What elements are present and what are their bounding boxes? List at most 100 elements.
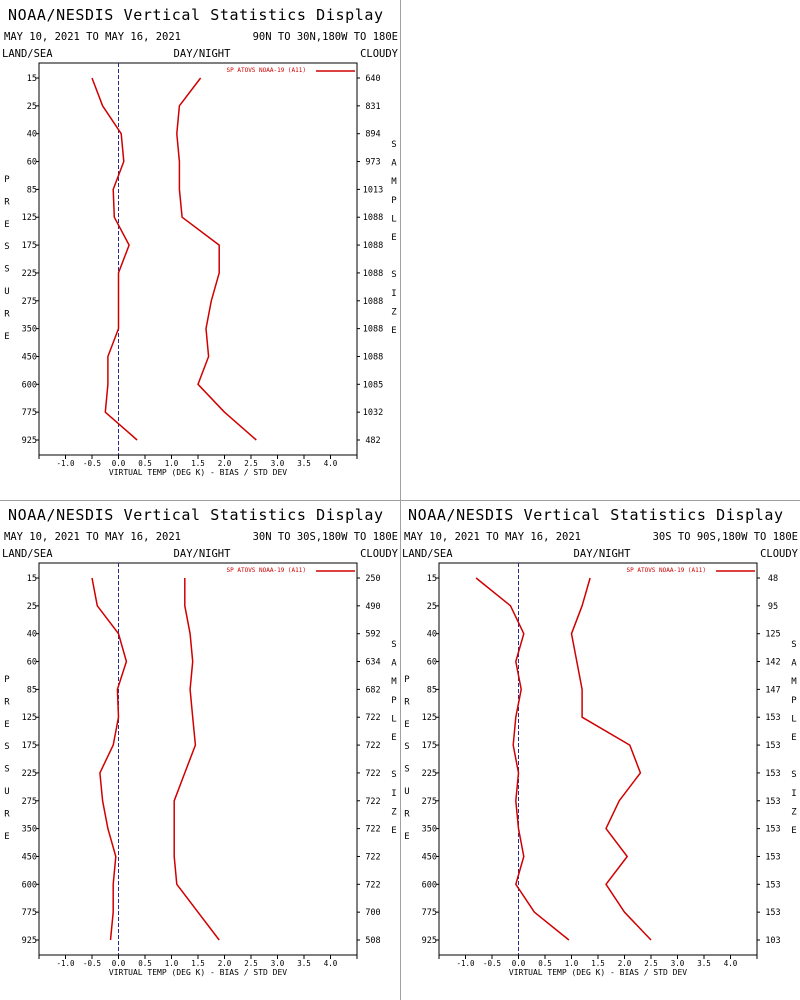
pressure-level-label: 350 (422, 825, 437, 835)
x-tick-label: 1.0 (165, 959, 179, 968)
pressure-level-label: 25 (27, 602, 37, 612)
pressure-axis-letter: R (4, 197, 10, 207)
chart-svg: NOAA/NESDIS Vertical Statistics Display M… (402, 506, 799, 977)
sample-axis-letter: E (391, 826, 396, 836)
pressure-level-label: 85 (427, 685, 437, 695)
sample-size-label: 1088 (363, 269, 383, 279)
chart-svg: NOAA/NESDIS Vertical Statistics Display M… (2, 506, 399, 977)
series-line-bias (475, 577, 570, 941)
sample-size-label: 1013 (363, 185, 383, 195)
sample-axis-letter: E (391, 326, 396, 336)
x-tick-label: -0.5 (83, 459, 101, 468)
sample-axis-letter: Z (791, 807, 797, 817)
x-tick-label: 1.5 (191, 959, 205, 968)
x-tick-label: 0.0 (112, 459, 126, 468)
x-tick-label: -1.0 (456, 959, 475, 968)
plot-frame (38, 62, 358, 456)
pressure-axis-letter: R (404, 697, 410, 707)
sample-axis-letter: S (391, 770, 396, 780)
pressure-axis-letter: U (4, 287, 9, 297)
sample-axis-letter: I (791, 789, 796, 799)
sample-size-label: 153 (765, 852, 780, 862)
sample-axis-letter: I (391, 789, 396, 799)
sample-axis-letter: Z (391, 807, 397, 817)
plot-frame (38, 562, 358, 956)
pressure-level-label: 600 (22, 380, 37, 390)
x-axis-label: VIRTUAL TEMP (DEG K) - BIAS / STD DEV (109, 968, 287, 977)
land-sea-label: LAND/SEA (2, 48, 53, 60)
sample-size-label: 722 (365, 741, 380, 751)
x-tick-label: 0.0 (512, 959, 526, 968)
sample-axis-letter: A (791, 659, 797, 669)
pressure-level-label: 450 (422, 852, 437, 862)
x-tick-label: 0.0 (112, 959, 126, 968)
sample-axis-letter: M (391, 177, 397, 187)
pressure-level-label: 85 (27, 185, 37, 195)
pressure-level-label: 15 (427, 574, 437, 584)
x-tick-label: -1.0 (56, 959, 75, 968)
sample-size-label: 482 (365, 436, 380, 446)
pressure-level-label: 925 (22, 436, 37, 446)
x-tick-label: 2.5 (644, 959, 658, 968)
series-line-std-dev (173, 578, 220, 941)
pressure-level-label: 225 (422, 769, 437, 779)
pressure-level-label: 40 (27, 130, 37, 140)
pressure-level-label: 25 (427, 602, 437, 612)
sample-axis-letter: S (391, 640, 396, 650)
pressure-level-label: 225 (22, 769, 37, 779)
pressure-axis-letter: R (4, 809, 10, 819)
x-tick-label: 2.0 (618, 959, 632, 968)
pressure-level-label: 350 (22, 325, 37, 335)
date-range: MAY 10, 2021 TO MAY 16, 2021 (4, 31, 181, 43)
series-line-bias (91, 77, 138, 441)
pressure-axis-letter: E (4, 332, 9, 342)
cloudy-label: CLOUDY (760, 548, 799, 560)
pressure-level-label: 350 (22, 825, 37, 835)
pressure-level-label: 125 (22, 213, 37, 223)
sample-axis-letter: P (391, 196, 397, 206)
x-axis-label: VIRTUAL TEMP (DEG K) - BIAS / STD DEV (509, 968, 687, 977)
x-tick-label: 1.0 (165, 459, 179, 468)
figure-title: NOAA/NESDIS Vertical Statistics Display (8, 6, 384, 24)
sample-axis-letter: E (791, 826, 796, 836)
x-tick-label: 2.0 (218, 459, 232, 468)
x-tick-label: 1.0 (565, 959, 579, 968)
sample-size-label: 153 (765, 880, 780, 890)
pressure-level-label: 60 (427, 658, 437, 668)
x-tick-label: 2.5 (244, 459, 258, 468)
pressure-axis-letter: P (404, 675, 410, 685)
day-night-label: DAY/NIGHT (174, 48, 232, 60)
sample-axis-letter: E (391, 733, 396, 743)
date-range: MAY 10, 2021 TO MAY 16, 2021 (4, 531, 181, 543)
day-night-label: DAY/NIGHT (574, 548, 632, 560)
pressure-axis-letter: E (404, 832, 409, 842)
sample-axis-letter: S (791, 640, 796, 650)
x-axis-label: VIRTUAL TEMP (DEG K) - BIAS / STD DEV (109, 468, 287, 477)
x-tick-label: 4.0 (724, 959, 738, 968)
x-tick-label: 0.5 (138, 959, 152, 968)
sample-size-label: 153 (765, 741, 780, 751)
sample-size-label: 592 (365, 630, 380, 640)
pressure-level-label: 15 (27, 574, 37, 584)
pressure-level-label: 40 (27, 630, 37, 640)
sample-size-label: 722 (365, 852, 380, 862)
x-tick-label: 2.0 (218, 959, 232, 968)
series-line-std-dev (176, 77, 257, 441)
sample-size-label: 142 (765, 658, 780, 668)
pressure-level-label: 25 (27, 102, 37, 112)
pressure-level-label: 775 (422, 908, 437, 918)
sample-size-label: 1088 (363, 325, 383, 335)
pressure-level-label: 175 (22, 241, 37, 251)
figure-title: NOAA/NESDIS Vertical Statistics Display (408, 506, 784, 524)
sample-size-label: 125 (765, 630, 780, 640)
sample-size-label: 490 (365, 602, 380, 612)
x-tick-label: 0.5 (138, 459, 152, 468)
date-range: MAY 10, 2021 TO MAY 16, 2021 (404, 531, 581, 543)
series-line-bias (91, 577, 128, 941)
sample-size-label: 153 (765, 713, 780, 723)
sample-axis-letter: A (391, 659, 397, 669)
pressure-level-label: 60 (27, 158, 37, 168)
sample-size-label: 103 (765, 936, 780, 946)
x-tick-label: 2.5 (244, 959, 258, 968)
horizontal-divider (0, 500, 800, 501)
